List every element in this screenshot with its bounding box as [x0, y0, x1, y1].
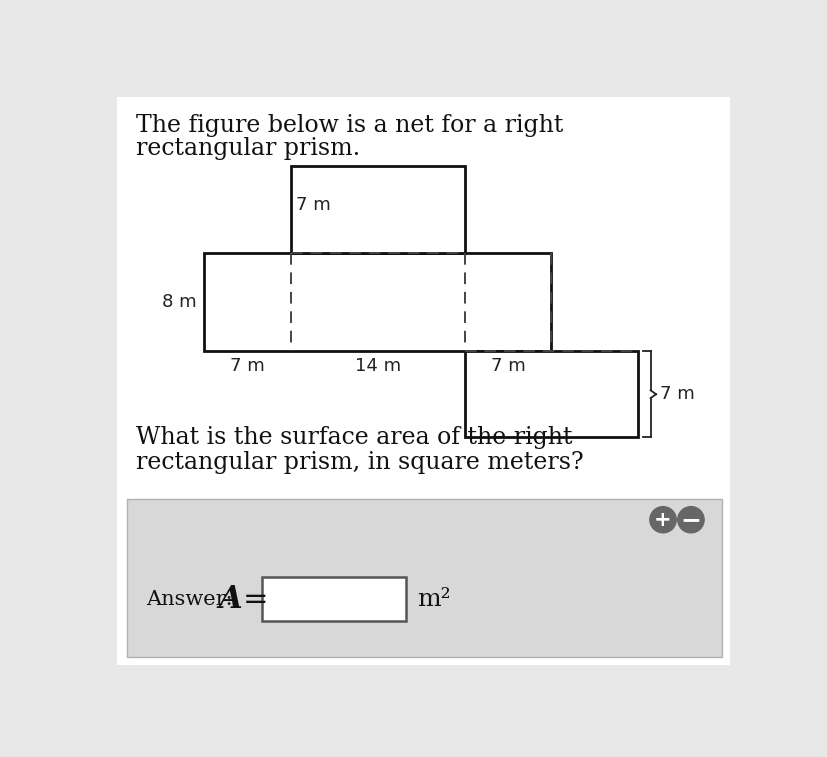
Text: 8 m: 8 m — [162, 293, 196, 311]
Text: =: = — [242, 584, 268, 613]
Text: +: + — [653, 509, 671, 530]
Text: 7 m: 7 m — [659, 385, 694, 403]
Text: A: A — [218, 584, 241, 615]
Bar — [262, 578, 405, 621]
Circle shape — [677, 506, 703, 533]
Text: 7 m: 7 m — [490, 357, 525, 375]
Circle shape — [649, 506, 676, 533]
Text: 14 m: 14 m — [354, 357, 400, 375]
Text: The figure below is a net for a right: The figure below is a net for a right — [136, 114, 562, 137]
FancyBboxPatch shape — [117, 97, 729, 665]
Text: −: − — [680, 508, 700, 531]
Text: 7 m: 7 m — [230, 357, 265, 375]
Text: Answer:: Answer: — [146, 590, 232, 609]
Text: rectangular prism.: rectangular prism. — [136, 137, 360, 160]
Text: 7 m: 7 m — [295, 196, 330, 214]
Bar — [204, 253, 551, 351]
Text: What is the surface area of the right: What is the surface area of the right — [136, 425, 571, 449]
Text: rectangular prism, in square meters?: rectangular prism, in square meters? — [136, 451, 583, 474]
Text: m²: m² — [417, 587, 451, 611]
Bar — [464, 351, 638, 438]
FancyBboxPatch shape — [127, 499, 721, 657]
Bar — [291, 167, 464, 253]
